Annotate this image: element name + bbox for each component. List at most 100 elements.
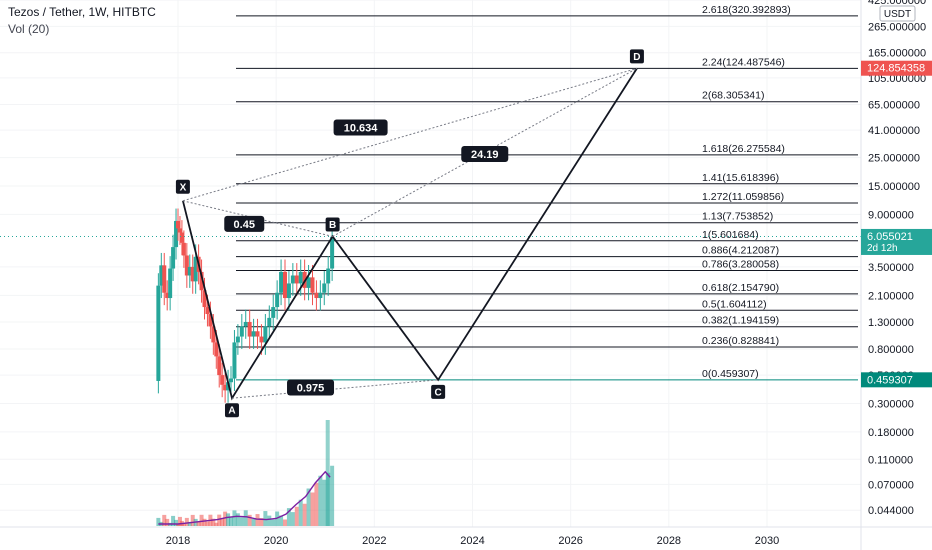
pattern-ratio: 10.634 xyxy=(333,119,388,136)
candle-body xyxy=(243,321,248,327)
fib-level-label: 0.236(0.828841) xyxy=(702,335,779,347)
candle-body xyxy=(187,266,192,276)
fib-level-label: 1.41(15.618396) xyxy=(702,172,779,184)
xabcd-pattern[interactable]: X A B C D 0.45 0.975 10.634 24.19 xyxy=(175,49,644,418)
candle-body xyxy=(156,285,161,381)
volume-bar xyxy=(290,512,295,526)
candle-body xyxy=(279,271,284,293)
volume-bar xyxy=(318,475,323,526)
pattern-point-b[interactable]: B xyxy=(325,217,340,232)
volume-bar xyxy=(162,514,167,526)
pattern-ac-line xyxy=(231,379,439,399)
pattern-point-label: A xyxy=(228,406,235,417)
volume-bar xyxy=(310,492,315,526)
volume-bar xyxy=(165,518,170,526)
volume-bar xyxy=(199,514,204,526)
candle-body xyxy=(184,255,189,276)
volume-bar xyxy=(286,508,291,526)
fib-level-label: 1.13(7.753852) xyxy=(702,211,773,223)
pattern-point-badge xyxy=(431,384,446,399)
pattern-point-label: D xyxy=(633,52,640,63)
fib-level-label: 0.618(2.154790) xyxy=(702,282,779,294)
candle-body xyxy=(263,326,268,343)
volume-bar xyxy=(322,479,327,526)
candle-body xyxy=(217,356,222,376)
candle-body xyxy=(165,292,170,299)
candle-body xyxy=(208,314,213,327)
x-tick-label: 2030 xyxy=(755,535,779,547)
volume-bar xyxy=(283,519,288,526)
x-tick-label: 2020 xyxy=(264,535,288,547)
candle-body xyxy=(294,275,299,284)
candle-body xyxy=(229,378,234,383)
candle-body xyxy=(298,271,303,284)
candle-body xyxy=(214,342,219,357)
time-axis[interactable]: 2018 2020 2022 2024 2026 2028 2030 xyxy=(166,535,779,547)
pattern-ratio: 0.45 xyxy=(224,215,265,232)
volume-bar xyxy=(202,518,207,526)
pattern-ratio-label: 0.975 xyxy=(297,383,325,395)
volume-indicator-label[interactable]: Vol (20) xyxy=(8,22,50,36)
volume-bar xyxy=(229,517,234,526)
pattern-ratio-badge xyxy=(333,119,388,136)
volume-bar xyxy=(330,465,335,526)
volume-bar xyxy=(196,521,201,526)
volume-bar xyxy=(187,521,192,526)
volume-bar xyxy=(298,499,303,526)
fib-level-label: 2.24(124.487546) xyxy=(702,56,785,68)
y-tick-label: 265.000000 xyxy=(868,21,926,33)
candle-body xyxy=(220,375,225,385)
target-price-tag xyxy=(861,60,932,76)
candle-body xyxy=(247,321,252,337)
volume-bar xyxy=(205,521,210,526)
grid-layer xyxy=(0,0,861,527)
currency-badge[interactable]: USDT xyxy=(879,5,916,22)
volume-bar xyxy=(211,518,216,526)
pattern-ratio: 0.975 xyxy=(287,379,335,396)
candle-body xyxy=(283,271,288,299)
candle-body xyxy=(177,228,182,233)
y-tick-label: 15.000000 xyxy=(868,181,920,193)
fib-retracement[interactable]: 2.618(320.392893) 2.24(124.487546) 2(68.30… xyxy=(236,4,858,381)
target-price-tag-value: 124.854358 xyxy=(867,63,925,75)
candle-body xyxy=(199,271,204,291)
candle-body xyxy=(290,275,295,284)
candle-body xyxy=(205,307,210,315)
fib-level-label: 0.886(4.212087) xyxy=(702,245,779,257)
candle-body xyxy=(171,247,176,269)
volume-bar xyxy=(184,517,189,526)
x-tick-label: 2026 xyxy=(558,535,582,547)
volume-bar xyxy=(302,503,307,526)
c-level-price-tag-value: 0.459307 xyxy=(867,374,913,386)
pattern-point-a[interactable]: A xyxy=(224,403,239,418)
candle-body xyxy=(193,256,198,282)
candle-body xyxy=(275,292,280,308)
candle-body xyxy=(255,331,260,337)
volume-ma-line xyxy=(158,470,331,525)
x-tick-label: 2022 xyxy=(362,535,386,547)
volume-bar xyxy=(190,514,195,526)
pattern-point-label: X xyxy=(180,182,187,193)
y-tick-label: 0.180000 xyxy=(868,427,914,439)
volume-bar xyxy=(243,510,248,526)
pattern-point-x[interactable]: X xyxy=(175,179,190,194)
candle-body xyxy=(318,292,323,299)
volume-bar xyxy=(156,517,161,526)
fib-level-label: 0.5(1.604112) xyxy=(702,298,767,310)
pattern-point-d[interactable]: D xyxy=(629,49,644,64)
pattern-point-c[interactable]: C xyxy=(431,384,446,399)
candle-body xyxy=(267,317,272,327)
volume-bar xyxy=(263,511,268,526)
candle-body xyxy=(314,292,319,299)
volume-bar xyxy=(223,511,228,526)
volume-bar xyxy=(226,513,231,526)
price-layer xyxy=(0,208,861,403)
volume-bar xyxy=(294,506,299,526)
candle-body xyxy=(190,266,195,282)
y-tick-label: 41.000000 xyxy=(868,125,920,137)
y-tick-label: 105.000000 xyxy=(868,73,926,85)
volume-bar xyxy=(217,514,222,526)
